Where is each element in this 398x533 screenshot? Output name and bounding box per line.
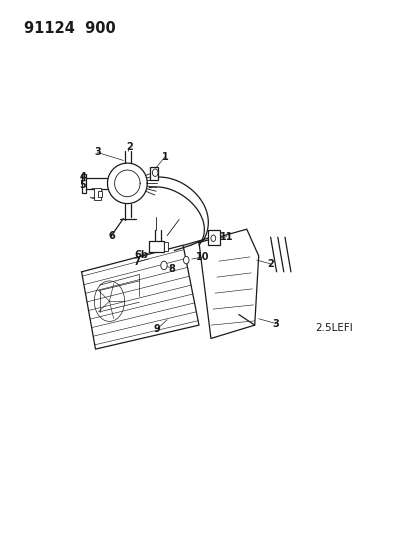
Circle shape [183,256,189,264]
Text: 9: 9 [154,324,160,334]
Text: 5: 5 [80,180,86,190]
Text: 6b: 6b [135,251,148,260]
Text: 3: 3 [94,148,101,157]
Text: 2: 2 [267,259,274,269]
Text: 2: 2 [126,142,133,152]
Text: 4: 4 [80,172,86,182]
Text: 7: 7 [133,257,140,267]
FancyBboxPatch shape [82,174,86,193]
Text: 3: 3 [273,319,279,328]
Text: 11: 11 [220,232,234,241]
Circle shape [152,169,158,176]
Text: 10: 10 [196,252,210,262]
Text: 6: 6 [108,231,115,240]
FancyBboxPatch shape [149,241,164,252]
Circle shape [211,235,216,241]
Text: 8: 8 [168,264,176,273]
FancyBboxPatch shape [164,242,168,251]
FancyBboxPatch shape [150,167,158,180]
Text: 1: 1 [162,152,168,161]
Circle shape [161,261,167,270]
Text: 91124  900: 91124 900 [24,21,116,36]
FancyBboxPatch shape [98,191,102,197]
FancyBboxPatch shape [94,188,101,200]
FancyBboxPatch shape [208,230,220,245]
Text: 2.5LEFI: 2.5LEFI [316,323,353,333]
